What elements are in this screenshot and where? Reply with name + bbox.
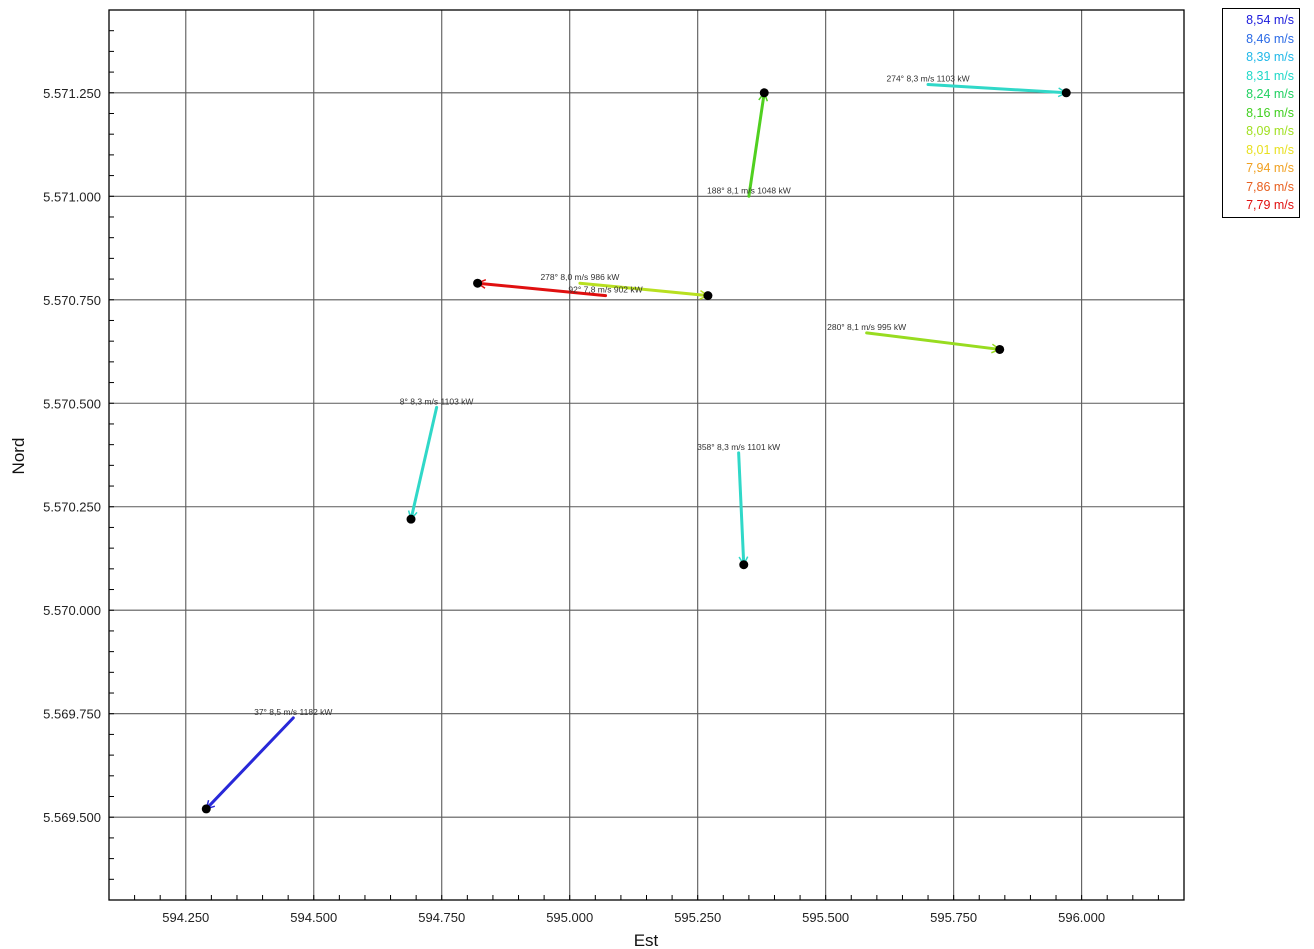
x-tick-label: 594.750 bbox=[418, 910, 465, 925]
legend-item: 8,24 m/s bbox=[1223, 85, 1299, 104]
turbine-marker bbox=[760, 88, 769, 97]
legend-item: 7,94 m/s bbox=[1223, 159, 1299, 178]
y-tick-label: 5.570.750 bbox=[43, 293, 101, 308]
legend-item: 8,31 m/s bbox=[1223, 67, 1299, 86]
x-tick-label: 595.500 bbox=[802, 910, 849, 925]
y-axis-title: Nord bbox=[9, 438, 28, 475]
vector-label: 37° 8,5 m/s 1182 kW bbox=[254, 707, 332, 717]
y-tick-label: 5.570.500 bbox=[43, 396, 101, 411]
turbine-marker bbox=[473, 279, 482, 288]
legend-item: 8,46 m/s bbox=[1223, 30, 1299, 49]
legend-item: 7,86 m/s bbox=[1223, 178, 1299, 197]
x-tick-label: 595.000 bbox=[546, 910, 593, 925]
x-tick-label: 594.500 bbox=[290, 910, 337, 925]
speed-legend: 8,54 m/s 8,46 m/s 8,39 m/s 8,31 m/s 8,24 m/s… bbox=[1222, 8, 1300, 218]
vector-label: 274° 8,3 m/s 1103 kW bbox=[887, 74, 970, 84]
turbine-marker bbox=[202, 804, 211, 813]
vector-shaft bbox=[411, 407, 437, 519]
x-axis-title: Est bbox=[634, 931, 659, 949]
turbine-marker bbox=[739, 560, 748, 569]
y-tick-label: 5.570.000 bbox=[43, 603, 101, 618]
x-tick-label: 595.250 bbox=[674, 910, 721, 925]
vector-label: 8° 8,3 m/s 1103 kW bbox=[400, 396, 474, 406]
vector-label: 188° 8,1 m/s 1048 kW bbox=[707, 185, 791, 195]
vector-shaft bbox=[749, 93, 764, 196]
vector-label: 280° 8,1 m/s 995 kW bbox=[827, 322, 906, 332]
wind-vector: 8° 8,3 m/s 1103 kW bbox=[400, 396, 474, 523]
wind-vector: 280° 8,1 m/s 995 kW bbox=[827, 322, 1004, 354]
axis-ticks: 594.250 594.500 594.750 595.000 595.250 595.5… bbox=[43, 31, 1184, 925]
vector-shaft bbox=[739, 453, 744, 565]
wind-vector: 358° 8,3 m/s 1101 kW bbox=[697, 442, 780, 569]
y-tick-label: 5.569.500 bbox=[43, 810, 101, 825]
y-tick-label: 5.570.250 bbox=[43, 500, 101, 515]
plot-frame bbox=[109, 10, 1184, 900]
x-tick-label: 595.750 bbox=[930, 910, 977, 925]
x-tick-label: 594.250 bbox=[162, 910, 209, 925]
legend-item: 7,79 m/s bbox=[1223, 196, 1299, 215]
legend-item: 8,39 m/s bbox=[1223, 48, 1299, 67]
turbine-marker bbox=[1062, 88, 1071, 97]
turbine-marker bbox=[407, 515, 416, 524]
vector-shaft bbox=[206, 718, 293, 809]
vector-shaft bbox=[928, 85, 1066, 93]
y-tick-label: 5.571.250 bbox=[43, 86, 101, 101]
wind-vector: 37° 8,5 m/s 1182 kW bbox=[202, 707, 333, 814]
vector-label: 358° 8,3 m/s 1101 kW bbox=[697, 442, 780, 452]
wind-vector: 274° 8,3 m/s 1103 kW bbox=[887, 74, 1071, 98]
vector-shaft bbox=[867, 333, 1000, 350]
legend-item: 8,01 m/s bbox=[1223, 141, 1299, 160]
turbine-marker bbox=[703, 291, 712, 300]
turbine-marker bbox=[995, 345, 1004, 354]
legend-item: 8,16 m/s bbox=[1223, 104, 1299, 123]
wind-vector: 188° 8,1 m/s 1048 kW bbox=[707, 88, 791, 196]
grid-lines bbox=[109, 10, 1184, 900]
x-tick-label: 596.000 bbox=[1058, 910, 1105, 925]
y-tick-label: 5.571.000 bbox=[43, 189, 101, 204]
wind-vectors: 274° 8,3 m/s 1103 kW 188° 8,1 m/s 1048 kW… bbox=[202, 74, 1071, 814]
legend-item: 8,54 m/s bbox=[1223, 11, 1299, 30]
vector-label: 278° 8,0 m/s 986 kW bbox=[540, 272, 619, 282]
y-tick-label: 5.569.750 bbox=[43, 707, 101, 722]
legend-item: 8,09 m/s bbox=[1223, 122, 1299, 141]
vector-label: 92° 7,8 m/s 902 kW bbox=[568, 285, 642, 295]
